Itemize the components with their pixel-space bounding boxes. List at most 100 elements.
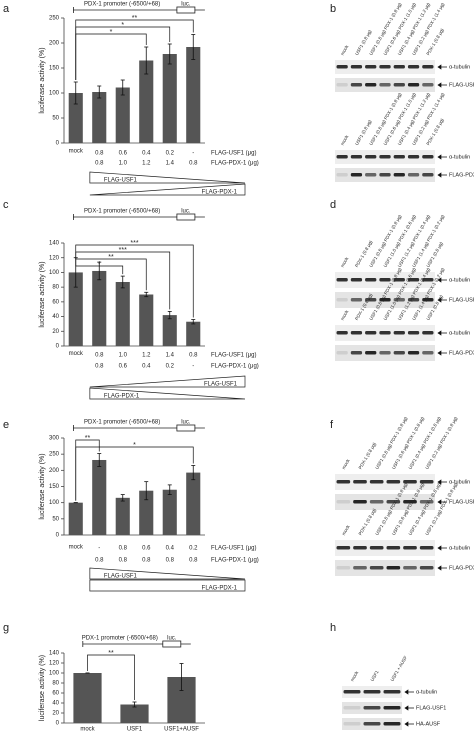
panel-letter: c bbox=[3, 199, 9, 211]
row-value: 1.2 bbox=[142, 353, 151, 359]
blot-band bbox=[393, 65, 405, 69]
blot-strip bbox=[335, 560, 435, 576]
y-tick-label: 300 bbox=[49, 436, 60, 442]
bar bbox=[115, 281, 130, 346]
row-value: 0.2 bbox=[166, 364, 175, 370]
y-axis-label: luciferase activity (%) bbox=[39, 47, 46, 113]
blot-band bbox=[363, 722, 381, 726]
significance-bracket bbox=[75, 33, 147, 80]
row-value: 0.8 bbox=[142, 558, 151, 564]
row-value: 0.8 bbox=[166, 558, 175, 564]
y-tick-label: 50 bbox=[52, 516, 59, 522]
blot-band bbox=[383, 722, 401, 726]
blot-band bbox=[407, 278, 420, 282]
band-arrow bbox=[404, 689, 414, 695]
panel-letter: h bbox=[330, 622, 336, 634]
lane-label: mock bbox=[340, 309, 350, 321]
y-tick-label: 140 bbox=[49, 651, 60, 657]
band-arrow bbox=[404, 721, 414, 727]
blot-band bbox=[363, 690, 381, 694]
row-label: FLAG-USF1 (μg) bbox=[211, 546, 256, 552]
band-label: α-tubulin bbox=[449, 154, 470, 160]
gradient-triangle bbox=[89, 579, 246, 592]
row-value: 0.6 bbox=[119, 364, 128, 370]
blot-strip bbox=[335, 540, 435, 556]
significance-bracket bbox=[75, 255, 124, 275]
blot-band bbox=[403, 480, 417, 484]
band-arrow bbox=[437, 64, 447, 70]
y-axis-label: luciferase activity (%) bbox=[39, 655, 46, 721]
blot-band bbox=[419, 500, 434, 504]
blot-band bbox=[393, 351, 405, 355]
blot-band bbox=[422, 83, 434, 87]
triangle-label: FLAG-USF1 bbox=[104, 574, 138, 580]
band-arrow bbox=[404, 705, 414, 711]
y-tick-label: 120 bbox=[49, 661, 60, 667]
significance-label: *** bbox=[130, 240, 138, 247]
blot-band bbox=[365, 65, 377, 69]
y-axis-label: luciferase activity (%) bbox=[39, 261, 46, 327]
promoter-label: PDX-1 promoter (-6500/+68) bbox=[84, 2, 160, 8]
gradient-triangle bbox=[89, 171, 246, 184]
blot-band bbox=[422, 351, 434, 355]
triangle-label: FLAG-PDX-1 bbox=[202, 190, 238, 196]
lane-label: mock bbox=[340, 256, 350, 268]
blot-band bbox=[407, 173, 420, 177]
reporter-box bbox=[176, 213, 196, 221]
blot-band bbox=[353, 546, 367, 550]
row-value: 0.2 bbox=[166, 151, 175, 157]
row-value: 0.6 bbox=[119, 151, 128, 157]
row-value: - bbox=[98, 546, 100, 552]
blot-band bbox=[365, 351, 377, 355]
row-label: FLAG-PDX-1 (μg) bbox=[211, 558, 259, 564]
row-value: 0.4 bbox=[142, 364, 151, 370]
blot-band bbox=[407, 155, 420, 159]
y-tick-label: 100 bbox=[49, 91, 60, 97]
x-tick-label: mock bbox=[69, 545, 84, 551]
blot-band bbox=[422, 155, 434, 159]
band-arrow bbox=[437, 277, 447, 283]
row-value: 0.4 bbox=[166, 546, 175, 552]
bar bbox=[186, 47, 201, 143]
significance-bracket bbox=[75, 244, 194, 318]
triangle-label: FLAG-PDX-1 bbox=[104, 394, 140, 400]
lane-label: mock bbox=[341, 458, 351, 470]
band-arrow bbox=[437, 82, 447, 88]
y-tick-label: 100 bbox=[49, 500, 60, 506]
row-label: FLAG-PDX-1 (μg) bbox=[211, 364, 259, 370]
blot-band bbox=[386, 546, 401, 550]
promoter-label: PDX-1 promoter (-6500/+68) bbox=[82, 636, 158, 642]
band-label: α-tubulin bbox=[449, 277, 470, 283]
band-arrow bbox=[437, 499, 447, 505]
y-tick-label: 200 bbox=[49, 468, 60, 474]
reporter-label: luc. bbox=[167, 636, 177, 642]
blot-band bbox=[336, 155, 348, 159]
blot-band bbox=[353, 500, 367, 504]
bar bbox=[186, 472, 201, 535]
lane-label: mock bbox=[341, 524, 351, 536]
blot-band bbox=[422, 278, 434, 282]
blot-band bbox=[379, 173, 391, 177]
row-value: 0.2 bbox=[189, 546, 198, 552]
y-tick-label: 20 bbox=[52, 329, 59, 335]
blot-band bbox=[393, 298, 405, 302]
blot-band bbox=[379, 351, 391, 355]
blot-band bbox=[419, 566, 434, 570]
bar bbox=[92, 92, 107, 143]
row-value: 1.0 bbox=[119, 353, 128, 359]
blot-band bbox=[365, 83, 377, 87]
blot-band bbox=[343, 706, 361, 710]
blot-strip bbox=[335, 474, 435, 490]
panel-letter: b bbox=[330, 3, 336, 15]
blot-band bbox=[365, 298, 377, 302]
blot-band bbox=[336, 173, 348, 177]
blot-band bbox=[407, 331, 420, 335]
y-tick-label: 250 bbox=[49, 452, 60, 458]
bar bbox=[92, 270, 107, 346]
x-tick-label: mock bbox=[80, 727, 95, 733]
blot-band bbox=[350, 298, 363, 302]
bar bbox=[139, 490, 154, 535]
y-tick-label: 50 bbox=[52, 116, 59, 122]
blot-band bbox=[369, 546, 384, 550]
blot-band bbox=[403, 500, 417, 504]
